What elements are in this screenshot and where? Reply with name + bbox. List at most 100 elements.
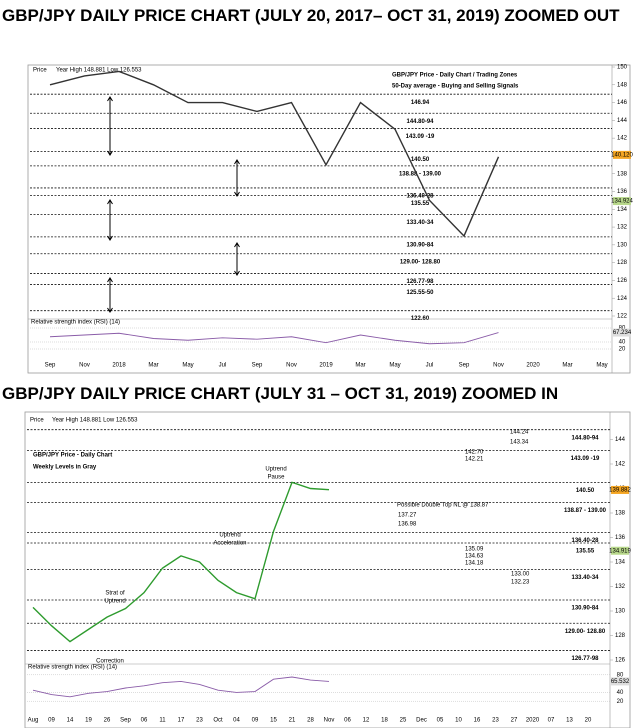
annotation: 134.18 [465,561,484,567]
arrow-head [234,242,240,276]
heading: GBP/JPY DAILY PRICE CHART (JULY 20, 2017… [2,6,620,25]
chart-frame [27,64,631,374]
annotation: 132.23 [511,580,530,586]
zone-label: 130.90-84 [571,606,599,612]
zone-label: 140.50 [411,157,430,163]
zone-label: 136.40-28 [571,538,599,544]
price-line [49,70,500,238]
x-tick-label: Sep [252,363,263,369]
y-tick-label: 122 [617,314,628,320]
y-tick-label: 130 [615,609,626,615]
x-tick-label: Nov [286,363,297,369]
annotation: 133.00 [511,572,530,578]
x-tick-label: 04 [233,718,240,724]
x-tick-label: Nov [79,363,90,369]
annotation: 143.34 [510,440,529,446]
x-tick-label: 13 [566,718,573,724]
x-tick-label: 2018 [112,363,126,369]
y-tick-label: 136 [615,535,626,541]
zone-label: 146.94 [411,100,430,106]
y-tick-label: 126 [615,658,626,664]
zone-label: 130.90-84 [406,242,434,248]
annotation: 142.21 [465,457,484,463]
zone-label: 138.87 - 139.00 [564,508,607,514]
annotation: Uptrend [265,467,286,473]
x-tick-label: Nov [324,718,335,724]
rsi-title: Relative strength index (RSI) (14) [31,320,120,326]
x-tick-label: Mar [562,363,572,369]
y-tick-label: 126 [617,278,628,284]
y-tick-label: 134 [615,560,626,566]
y-tick-label: 134 [617,207,628,213]
zone-label: 143.09 -19 [571,456,600,462]
y-tick-label: 138 [617,171,628,177]
zone-label: 135.55 [411,201,430,207]
y-tick-label: 40 [617,690,624,696]
x-tick-label: Nov [493,363,504,369]
x-tick-label: May [596,363,607,369]
annotation: Possible Double Top NL @ 138.87 [397,503,489,509]
annotation: Uptrend [104,599,125,605]
y-tick-label: 20 [617,699,624,705]
price-line [32,481,330,643]
x-tick-label: 28 [307,718,314,724]
x-tick-label: 25 [400,718,407,724]
x-tick-label: 09 [48,718,55,724]
y-tick-label: 142 [617,136,628,142]
x-tick-label: 27 [511,718,518,724]
x-tick-label: 26 [104,718,111,724]
zone-label: 126.77-98 [406,279,434,285]
x-tick-label: Dec [416,718,427,724]
chart-header: Price [30,418,44,424]
price-tag-label: 139.882 [609,488,631,494]
chart-header: Year High 148.881 Low 126.553 [56,68,142,74]
chart-header: Price [33,68,47,74]
annotation: Uptrend [219,533,240,539]
y-tick-label: 150 [617,65,628,71]
price-tag [613,150,631,159]
y-tick-label: 40 [619,340,626,346]
chart-frame [24,411,631,728]
x-tick-label: 23 [492,718,499,724]
x-tick-label: 18 [381,718,388,724]
annotation: 50-Day average - Buying and Selling Sign… [392,84,519,90]
annotation: 137.27 [398,513,417,519]
x-tick-label: Oct [213,718,223,724]
rsi-line [32,676,330,698]
y-tick-label: 144 [615,437,626,443]
price-tag-label: 134.924 [611,199,633,205]
y-tick-label: 146 [617,100,628,106]
x-tick-label: 06 [141,718,148,724]
x-tick-label: 17 [178,718,185,724]
y-tick-label: 80 [617,672,624,678]
y-tick-label: 132 [615,584,626,590]
rsi-line [49,332,499,345]
chart-header: Year High 148.881 Low 126.553 [52,418,138,424]
annotation: GBP/JPY Price - Daily Chart / Trading Zo… [392,73,518,79]
zone-label: 129.00- 128.80 [400,259,441,265]
x-tick-label: 2019 [319,363,333,369]
price-tag [613,197,631,206]
x-tick-label: 15 [270,718,277,724]
y-tick-label: 142 [615,462,626,468]
zone-label: 125.55-50 [406,290,434,296]
x-tick-label: 19 [85,718,92,724]
annotation: 136.98 [398,522,417,528]
y-tick-label: 144 [617,118,628,124]
heading: GBP/JPY DAILY PRICE CHART (JULY 31 – OCT… [2,384,559,403]
rsi-title: Relative strength index (RSI) (14) [28,665,117,671]
rsi-tag-label: 65.532 [611,679,630,685]
x-tick-label: 20 [585,718,592,724]
rsi-tag-label: 67.234 [613,330,632,336]
zone-label: 133.40-34 [571,575,599,581]
x-tick-label: 05 [437,718,444,724]
x-tick-label: May [182,363,193,369]
arrow-head [107,277,113,313]
annotation: Weekly Levels in Gray [33,465,97,471]
x-tick-label: Sep [120,718,131,724]
zone-label: 126.77-98 [571,656,599,662]
zone-label: 138.88 - 139.00 [399,171,442,177]
zone-label: 129.00- 128.80 [565,629,606,635]
